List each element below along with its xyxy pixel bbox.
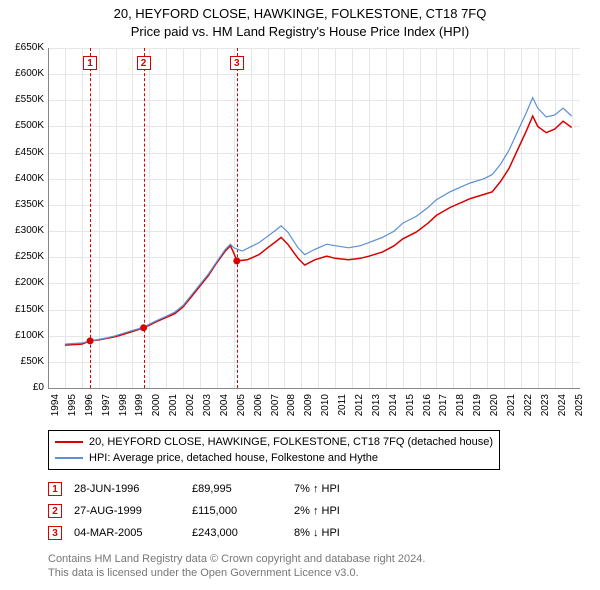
- y-tick-label: £250K: [4, 251, 44, 262]
- x-tick-label: 2006: [253, 394, 264, 424]
- legend-label: HPI: Average price, detached house, Folk…: [89, 452, 378, 464]
- y-tick-label: £550K: [4, 94, 44, 105]
- event-number-box: 3: [48, 526, 62, 540]
- price-marker: [140, 324, 147, 331]
- event-row: 3 04-MAR-2005£243,0008% ↓ HPI: [48, 522, 354, 544]
- chart-svg: [48, 48, 580, 388]
- x-tick-label: 2012: [354, 394, 365, 424]
- title-address: 20, HEYFORD CLOSE, HAWKINGE, FOLKESTONE,…: [0, 6, 600, 21]
- y-tick-label: £450K: [4, 147, 44, 158]
- event-row: 1 28-JUN-1996£89,9957% ↑ HPI: [48, 478, 354, 500]
- x-tick-label: 2009: [303, 394, 314, 424]
- x-tick-label: 2019: [472, 394, 483, 424]
- x-tick-label: 2020: [489, 394, 500, 424]
- legend-item: HPI: Average price, detached house, Folk…: [55, 450, 493, 466]
- price-marker: [233, 257, 240, 264]
- x-tick-label: 2025: [574, 394, 585, 424]
- y-tick-label: £350K: [4, 199, 44, 210]
- x-tick-label: 2002: [185, 394, 196, 424]
- event-price: £115,000: [192, 505, 294, 517]
- event-date: 04-MAR-2005: [74, 527, 192, 539]
- footer-attribution: Contains HM Land Registry data © Crown c…: [48, 552, 425, 581]
- x-tick-label: 2024: [557, 394, 568, 424]
- event-delta: 2% ↑ HPI: [294, 505, 354, 517]
- x-tick-label: 2015: [405, 394, 416, 424]
- x-tick-label: 2011: [337, 394, 348, 424]
- x-tick-label: 1997: [101, 394, 112, 424]
- series-line-0: [65, 116, 572, 345]
- legend-label: 20, HEYFORD CLOSE, HAWKINGE, FOLKESTONE,…: [89, 436, 493, 448]
- x-tick-label: 2013: [371, 394, 382, 424]
- x-tick-label: 1999: [134, 394, 145, 424]
- x-tick-label: 2010: [320, 394, 331, 424]
- x-tick-label: 1996: [84, 394, 95, 424]
- x-tick-label: 1998: [118, 394, 129, 424]
- y-tick-label: £500K: [4, 120, 44, 131]
- y-tick-label: £300K: [4, 225, 44, 236]
- x-tick-label: 2023: [540, 394, 551, 424]
- y-tick-label: £650K: [4, 42, 44, 53]
- x-tick-label: 2021: [506, 394, 517, 424]
- x-tick-label: 2022: [523, 394, 534, 424]
- x-tick-label: 2001: [168, 394, 179, 424]
- x-tick-label: 2000: [151, 394, 162, 424]
- y-tick-label: £150K: [4, 304, 44, 315]
- event-price: £89,995: [192, 483, 294, 495]
- y-tick-label: £50K: [4, 356, 44, 367]
- price-marker: [87, 337, 94, 344]
- x-tick-label: 2017: [438, 394, 449, 424]
- event-delta: 7% ↑ HPI: [294, 483, 354, 495]
- y-tick-label: £400K: [4, 173, 44, 184]
- events-table: 1 28-JUN-1996£89,9957% ↑ HPI 2 27-AUG-1999£…: [48, 478, 354, 544]
- x-tick-label: 2008: [286, 394, 297, 424]
- legend-item: 20, HEYFORD CLOSE, HAWKINGE, FOLKESTONE,…: [55, 434, 493, 450]
- event-delta: 8% ↓ HPI: [294, 527, 354, 539]
- event-date: 28-JUN-1996: [74, 483, 192, 495]
- footer-line1: Contains HM Land Registry data © Crown c…: [48, 552, 425, 566]
- footer-line2: This data is licensed under the Open Gov…: [48, 566, 425, 580]
- event-price: £243,000: [192, 527, 294, 539]
- x-tick-label: 2007: [270, 394, 281, 424]
- y-tick-label: £0: [4, 382, 44, 393]
- x-tick-label: 2003: [202, 394, 213, 424]
- x-axis: [48, 388, 580, 389]
- legend-swatch: [55, 441, 83, 443]
- x-tick-label: 2014: [388, 394, 399, 424]
- event-number-box: 2: [48, 504, 62, 518]
- legend-swatch: [55, 457, 83, 459]
- event-number-box: 1: [48, 482, 62, 496]
- event-row: 2 27-AUG-1999£115,0002% ↑ HPI: [48, 500, 354, 522]
- y-tick-label: £600K: [4, 68, 44, 79]
- x-tick-label: 2005: [236, 394, 247, 424]
- x-tick-label: 2016: [422, 394, 433, 424]
- y-tick-label: £100K: [4, 330, 44, 341]
- legend: 20, HEYFORD CLOSE, HAWKINGE, FOLKESTONE,…: [48, 430, 500, 470]
- chart-container: 20, HEYFORD CLOSE, HAWKINGE, FOLKESTONE,…: [0, 0, 600, 590]
- x-tick-label: 1995: [67, 394, 78, 424]
- x-tick-label: 2018: [455, 394, 466, 424]
- title-subtitle: Price paid vs. HM Land Registry's House …: [0, 24, 600, 39]
- series-line-1: [65, 98, 572, 344]
- event-date: 27-AUG-1999: [74, 505, 192, 517]
- plot-area: £0£50K£100K£150K£200K£250K£300K£350K£400…: [48, 48, 580, 388]
- x-tick-label: 1994: [50, 394, 61, 424]
- y-tick-label: £200K: [4, 277, 44, 288]
- x-tick-label: 2004: [219, 394, 230, 424]
